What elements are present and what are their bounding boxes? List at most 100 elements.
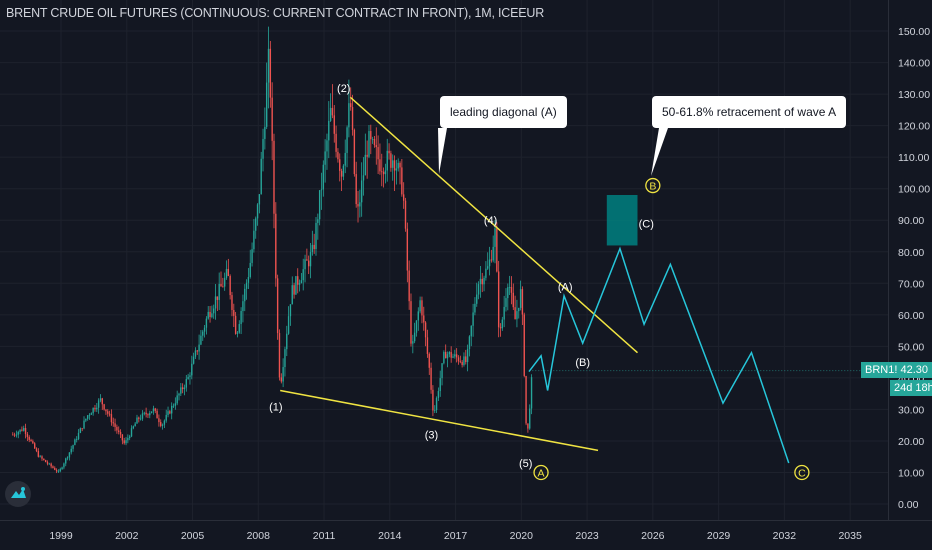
candle-body [81, 428, 83, 430]
candle-body [518, 307, 520, 312]
candle-body [448, 352, 451, 355]
candle-body [225, 268, 228, 278]
candle-body [105, 409, 107, 412]
candle-body [169, 411, 171, 414]
candle-body [231, 295, 233, 310]
candle-body [19, 429, 21, 432]
candle-body [214, 296, 217, 309]
candle-body [76, 439, 78, 440]
candle-body [273, 140, 275, 214]
candle-body [371, 138, 374, 140]
price-tag[interactable]: BRN1! 42.30 [861, 362, 932, 378]
candle-body [132, 426, 135, 429]
candle-body [139, 418, 142, 420]
candle-body [501, 319, 504, 329]
candle-body [417, 311, 419, 321]
candle-body [465, 356, 467, 363]
candle-body [130, 428, 133, 437]
candle-body [412, 341, 414, 344]
candle-body [452, 356, 454, 358]
candle-body [494, 228, 496, 247]
candle-body [26, 433, 29, 437]
candle-body [455, 354, 458, 358]
candle-body [202, 331, 204, 336]
candle-body [17, 431, 19, 435]
candle-body [227, 268, 230, 276]
candle-body [150, 411, 153, 414]
candle-body [382, 171, 385, 175]
candle-body [381, 171, 383, 173]
candle-body [37, 450, 40, 457]
candle-body [128, 436, 131, 439]
candle-body [326, 140, 328, 152]
candle-body [295, 276, 297, 295]
candle-body [176, 395, 178, 404]
x-tick-label: 2008 [247, 530, 271, 542]
candle-body [43, 458, 45, 461]
x-tick-label: 2035 [838, 530, 862, 542]
candle-body [472, 312, 474, 326]
candle-body [514, 307, 516, 320]
tradingview-logo-icon[interactable] [5, 481, 31, 507]
candle-body [359, 202, 361, 207]
candle-body [318, 190, 321, 220]
candle-body [50, 463, 52, 467]
candle-body [423, 315, 425, 323]
callout-leading-diagonal-pointer [438, 128, 447, 174]
candle-body [481, 278, 483, 285]
candle-body [163, 420, 166, 425]
price-tag-value: 42.30 [900, 364, 928, 376]
candle-body [304, 259, 306, 270]
candle-body [360, 180, 363, 203]
candle-body [527, 423, 529, 429]
candle-body [66, 457, 69, 459]
candle-body [264, 126, 266, 139]
candle-body [461, 361, 463, 365]
candle-body [390, 153, 392, 168]
candle-body [490, 259, 493, 261]
candle-body [101, 398, 103, 405]
price-tag-symbol: BRN1! [865, 364, 898, 376]
candle-body [366, 154, 368, 157]
candle-body [96, 407, 98, 410]
circled-wave-marker [794, 464, 810, 481]
candle-body [220, 283, 222, 287]
candle-body [406, 228, 409, 271]
candle-body [205, 318, 208, 328]
candle-body [253, 230, 255, 250]
candle-body [317, 219, 319, 223]
candle-body [203, 327, 206, 332]
candle-body [315, 222, 317, 250]
candle-body [114, 423, 116, 427]
candle-body [289, 304, 292, 317]
candle-body [350, 103, 352, 108]
candle-body [397, 162, 399, 169]
circled-wave-label: C [798, 467, 806, 479]
candle-body [487, 266, 489, 269]
candle-body [331, 107, 334, 116]
y-tick-label: 60.00 [898, 310, 924, 322]
candle-body [430, 367, 432, 390]
y-tick-label: 90.00 [898, 215, 924, 227]
candle-body [309, 252, 312, 267]
circled-wave-marker [645, 177, 661, 194]
candle-body [83, 420, 85, 429]
y-tick-label: 100.00 [898, 184, 930, 196]
x-tick-label: 2029 [707, 530, 731, 542]
candle-body [207, 311, 209, 319]
candle-body [233, 309, 235, 316]
candle-body [377, 147, 379, 160]
x-tick-label: 2017 [444, 530, 468, 542]
candle-body [267, 48, 270, 83]
candle-body [170, 405, 173, 414]
candle-body [401, 167, 403, 195]
x-tick-label: 2014 [378, 530, 402, 542]
candle-body [15, 434, 18, 436]
candle-body [218, 283, 220, 300]
candle-body [61, 467, 63, 470]
candle-body [470, 325, 472, 337]
candle-body [256, 204, 259, 219]
candle-body [375, 145, 377, 148]
candle-body [284, 349, 286, 368]
